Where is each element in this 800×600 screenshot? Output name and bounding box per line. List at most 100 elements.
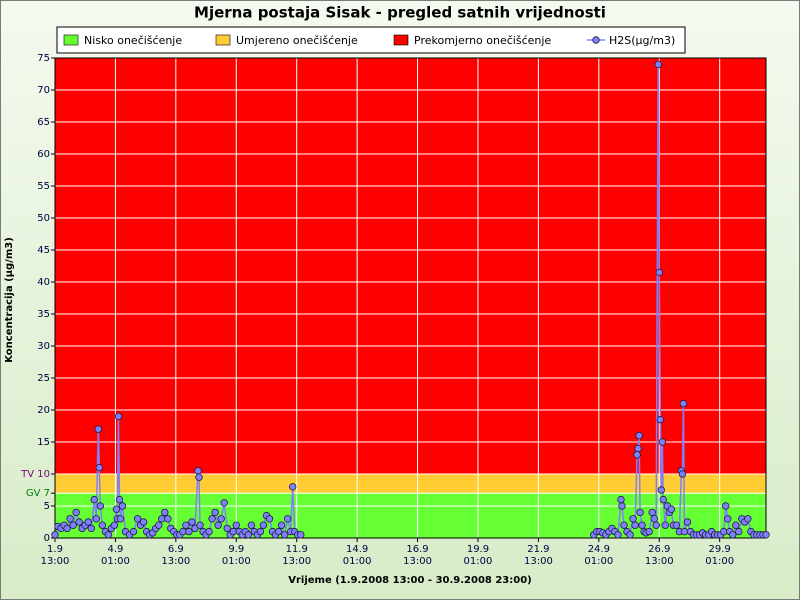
y-tick-label: 60 bbox=[37, 149, 50, 160]
data-point bbox=[629, 515, 637, 523]
data-point bbox=[164, 515, 172, 523]
data-point bbox=[683, 518, 692, 526]
data-point bbox=[638, 521, 646, 529]
data-point bbox=[95, 463, 104, 472]
legend-swatch bbox=[393, 34, 409, 46]
data-point bbox=[179, 527, 187, 536]
y-tick-label: 70 bbox=[37, 85, 50, 96]
data-point bbox=[188, 518, 196, 526]
x-tick-label: 13:00 bbox=[282, 556, 311, 567]
data-point bbox=[72, 508, 80, 517]
legend-marker bbox=[592, 36, 600, 44]
data-point bbox=[161, 508, 169, 517]
y-tick-label: 65 bbox=[37, 117, 50, 128]
data-point bbox=[158, 515, 166, 523]
x-axis-title: Vrijeme (1.9.2008 13:00 - 30.9.2008 23:0… bbox=[288, 575, 532, 586]
x-tick-label: 01:00 bbox=[101, 556, 130, 567]
data-point bbox=[196, 521, 204, 529]
data-point bbox=[223, 524, 231, 533]
data-point bbox=[84, 518, 92, 526]
legend-label: Umjereno onečišćenje bbox=[236, 34, 358, 47]
x-tick-label: 19.9 bbox=[467, 544, 489, 555]
data-point bbox=[635, 431, 643, 440]
data-point bbox=[283, 515, 292, 523]
data-point bbox=[259, 521, 268, 529]
data-point bbox=[232, 521, 240, 529]
data-point bbox=[247, 521, 256, 529]
band bbox=[55, 58, 766, 474]
data-point bbox=[244, 531, 253, 539]
x-tick-label: 11.9 bbox=[286, 544, 308, 555]
data-point bbox=[112, 505, 121, 513]
data-point bbox=[735, 527, 743, 536]
data-point bbox=[631, 521, 639, 529]
data-point bbox=[220, 499, 228, 507]
data-point bbox=[96, 502, 105, 510]
data-point bbox=[724, 515, 732, 523]
y-tick-label: 50 bbox=[37, 213, 50, 224]
data-point bbox=[659, 495, 667, 504]
x-tick-label: 13:00 bbox=[524, 556, 553, 567]
data-point bbox=[288, 483, 297, 491]
plot-border bbox=[54, 57, 767, 539]
x-tick-label: 24.9 bbox=[588, 544, 610, 555]
y-tick-label: 30 bbox=[37, 341, 50, 352]
y-tick-label: 45 bbox=[37, 245, 50, 256]
y-tick-label: 15 bbox=[37, 437, 50, 448]
data-point bbox=[90, 495, 98, 504]
data-point bbox=[618, 502, 626, 510]
x-tick-label: 13:00 bbox=[41, 556, 70, 567]
data-point bbox=[51, 531, 59, 539]
data-point bbox=[133, 515, 142, 523]
data-point bbox=[634, 444, 642, 453]
data-point bbox=[75, 518, 83, 526]
legend-box bbox=[56, 26, 686, 54]
data-point bbox=[229, 527, 237, 536]
data-point bbox=[654, 60, 662, 69]
data-point bbox=[636, 508, 644, 517]
y-tick-label: 55 bbox=[37, 181, 50, 192]
x-tick-label: 13:00 bbox=[403, 556, 432, 567]
x-tick-label: 13:00 bbox=[645, 556, 674, 567]
data-point bbox=[277, 521, 286, 529]
data-point bbox=[658, 438, 666, 446]
data-point bbox=[617, 495, 625, 504]
data-point bbox=[645, 527, 653, 536]
data-point bbox=[256, 527, 265, 536]
x-tick-label: 26.9 bbox=[648, 544, 670, 555]
y-tick-label: TV 10 bbox=[20, 469, 50, 480]
y-tick-label: 75 bbox=[37, 53, 50, 64]
data-point bbox=[66, 515, 74, 523]
legend-label: Nisko onečišćenje bbox=[84, 34, 182, 47]
data-point bbox=[94, 425, 103, 433]
x-tick-label: 4.9 bbox=[107, 544, 123, 555]
data-point bbox=[648, 508, 656, 517]
x-tick-label: 9.9 bbox=[228, 544, 244, 555]
legend-swatch bbox=[215, 34, 231, 46]
data-point bbox=[118, 502, 127, 510]
data-point bbox=[129, 527, 138, 536]
data-point bbox=[722, 502, 730, 510]
data-point bbox=[720, 527, 728, 536]
data-point bbox=[63, 524, 71, 533]
y-tick-label: 5 bbox=[44, 501, 50, 512]
y-tick-label: GV 7 bbox=[26, 488, 50, 499]
x-tick-label: 14.9 bbox=[346, 544, 368, 555]
data-point bbox=[652, 521, 660, 529]
x-tick-label: 6.9 bbox=[168, 544, 184, 555]
data-point bbox=[656, 415, 664, 424]
x-tick-label: 16.9 bbox=[406, 544, 428, 555]
data-point bbox=[657, 486, 665, 494]
data-point bbox=[205, 527, 213, 536]
data-point bbox=[116, 515, 125, 523]
x-tick-label: 01:00 bbox=[584, 556, 613, 567]
data-point bbox=[274, 527, 283, 536]
x-tick-label: 01:00 bbox=[464, 556, 493, 567]
data-point bbox=[211, 508, 219, 517]
data-point bbox=[679, 399, 688, 408]
data-point bbox=[98, 521, 107, 529]
data-point bbox=[115, 495, 124, 504]
data-point bbox=[614, 531, 622, 539]
x-tick-label: 01:00 bbox=[705, 556, 734, 567]
